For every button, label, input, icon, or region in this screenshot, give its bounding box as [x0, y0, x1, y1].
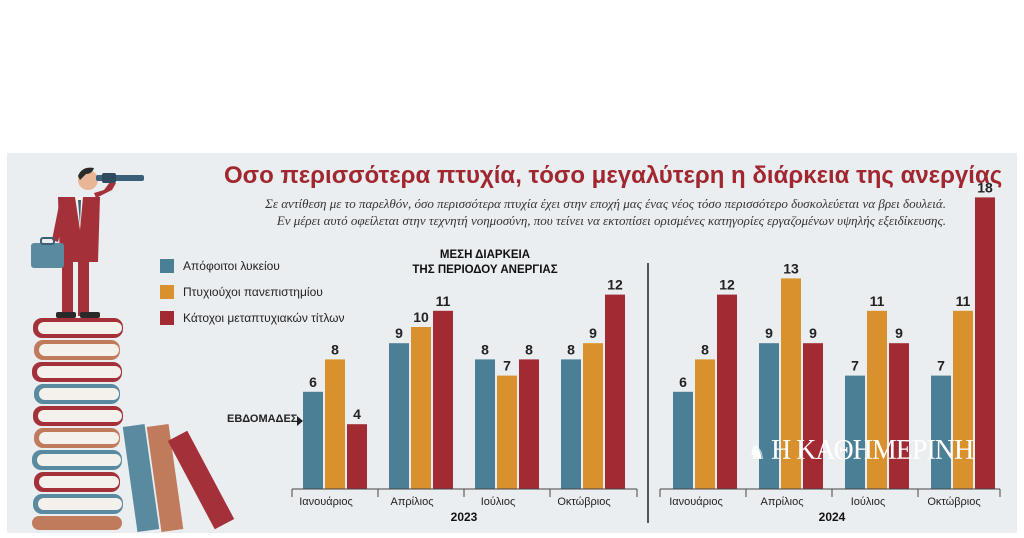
- bar-s2-g6: [889, 343, 909, 489]
- chart-title: ΜΕΣΗ ΔΙΑΡΚΕΙΑ ΤΗΣ ΠΕΡΙΟΔΟΥ ΑΝΕΡΓΙΑΣ: [405, 248, 565, 278]
- bar-value-label: 8: [525, 341, 533, 357]
- bar-s2-g0: [347, 424, 367, 489]
- y-axis-unit-arrow-icon: [297, 416, 303, 426]
- legend-swatch-postgraduate: [160, 311, 174, 325]
- logo-mark-icon: ♞: [748, 442, 766, 464]
- bar-value-label: 11: [870, 293, 885, 309]
- x-tick-label: Ιανουάριος: [669, 496, 723, 508]
- bar-value-label: 11: [956, 293, 971, 309]
- bar-s2-g5: [803, 343, 823, 489]
- bar-value-label: 18: [977, 179, 993, 195]
- bar-s2-g2: [519, 359, 539, 489]
- legend-label-university: Πτυχιούχοι πανεπιστημίου: [183, 285, 323, 299]
- bar-value-label: 12: [719, 277, 735, 293]
- chart-title-line-2: ΤΗΣ ΠΕΡΙΟΔΟΥ ΑΝΕΡΓΙΑΣ: [412, 264, 558, 276]
- x-tick-label: Ιανουάριος: [299, 496, 353, 508]
- x-tick-label: Απρίλιος: [391, 496, 434, 508]
- subtitle-line-1: Σε αντίθεση με το παρελθόν, όσο περισσότ…: [265, 196, 946, 211]
- bar-value-label: 9: [809, 325, 817, 341]
- bar-value-label: 8: [481, 341, 489, 357]
- legend-item-postgraduate: Κάτοχοι μεταπτυχιακών τίτλων: [160, 305, 345, 331]
- legend-label-postgraduate: Κάτοχοι μεταπτυχιακών τίτλων: [183, 311, 345, 325]
- bar-value-label: 6: [309, 374, 317, 390]
- bar-value-label: 9: [395, 325, 403, 341]
- book-stack: [32, 318, 123, 530]
- leaning-books: [122, 423, 235, 533]
- legend-item-high-school: Απόφοιτοι λυκείου: [160, 253, 345, 279]
- bar-value-label: 7: [503, 358, 511, 374]
- bar-value-label: 13: [783, 260, 799, 276]
- bar-s1-g3: [583, 343, 603, 489]
- page-title: Οσο περισσότερα πτυχία, τόσο μεγαλύτερη …: [224, 162, 1003, 189]
- bar-s2-g7: [975, 197, 995, 489]
- bar-s1-g0: [325, 359, 345, 489]
- bar-s0-g6: [845, 375, 865, 489]
- bar-s0-g1: [389, 343, 409, 489]
- bar-s1-g4: [695, 359, 715, 489]
- subtitle-line-2: Εν μέρει αυτό οφείλεται στην τεχνητή νοη…: [276, 213, 946, 228]
- bar-s1-g6: [867, 310, 887, 489]
- x-tick-label: Ιούλιος: [851, 496, 886, 508]
- bar-value-label: 6: [679, 374, 687, 390]
- bar-value-label: 10: [413, 309, 429, 325]
- bar-s2-g4: [717, 294, 737, 489]
- chart-title-line-1: ΜΕΣΗ ΔΙΑΡΚΕΙΑ: [439, 249, 531, 261]
- bar-s0-g4: [673, 391, 693, 489]
- bar-value-label: 9: [589, 325, 597, 341]
- bar-value-label: 12: [607, 277, 623, 293]
- bar-value-label: 4: [353, 406, 361, 422]
- bar-value-label: 7: [937, 358, 945, 374]
- year-label: 2024: [819, 510, 846, 524]
- bar-s2-g3: [605, 294, 625, 489]
- x-tick-label: Οκτώβριος: [927, 496, 980, 508]
- bar-s1-g2: [497, 375, 517, 489]
- bar-value-label: 8: [331, 341, 339, 357]
- logo-text: Η ΚΑΘΗΜΕΡΙΝΗ: [770, 435, 974, 466]
- x-tick-label: Ιούλιος: [481, 496, 516, 508]
- legend-swatch-university: [160, 285, 174, 299]
- y-axis-unit-label: ΕΒΔΟΜΑΔΕΣ: [227, 413, 298, 425]
- bar-s0-g7: [931, 375, 951, 489]
- x-tick-label: Απρίλιος: [761, 496, 804, 508]
- bar-value-label: 9: [765, 325, 773, 341]
- legend-item-university: Πτυχιούχοι πανεπιστημίου: [160, 279, 345, 305]
- legend-label-high-school: Απόφοιτοι λυκείου: [183, 259, 280, 273]
- bar-s1-g1: [411, 327, 431, 489]
- bar-value-label: 8: [567, 341, 575, 357]
- bar-s0-g3: [561, 359, 581, 489]
- man-figure: [31, 167, 144, 318]
- bar-s0-g2: [475, 359, 495, 489]
- subtitle: Σε αντίθεση με το παρελθόν, όσο περισσότ…: [186, 195, 946, 229]
- kathimerini-logo: ♞ Η ΚΑΘΗΜΕΡΙΝΗ: [748, 435, 974, 467]
- legend-swatch-high-school: [160, 259, 174, 273]
- year-label: 2023: [451, 510, 478, 524]
- x-tick-label: Οκτώβριος: [557, 496, 610, 508]
- bar-value-label: 9: [895, 325, 903, 341]
- year-divider: [647, 263, 649, 523]
- bar-s2-g1: [433, 310, 453, 489]
- bar-value-label: 11: [436, 293, 451, 309]
- bar-s1-g5: [781, 278, 801, 489]
- bar-s1-g7: [953, 310, 973, 489]
- bar-value-label: 8: [701, 341, 709, 357]
- chart-legend: Απόφοιτοι λυκείου Πτυχιούχοι πανεπιστημί…: [160, 253, 345, 331]
- bar-s0-g0: [303, 391, 323, 489]
- bar-s0-g5: [759, 343, 779, 489]
- bar-value-label: 7: [851, 358, 859, 374]
